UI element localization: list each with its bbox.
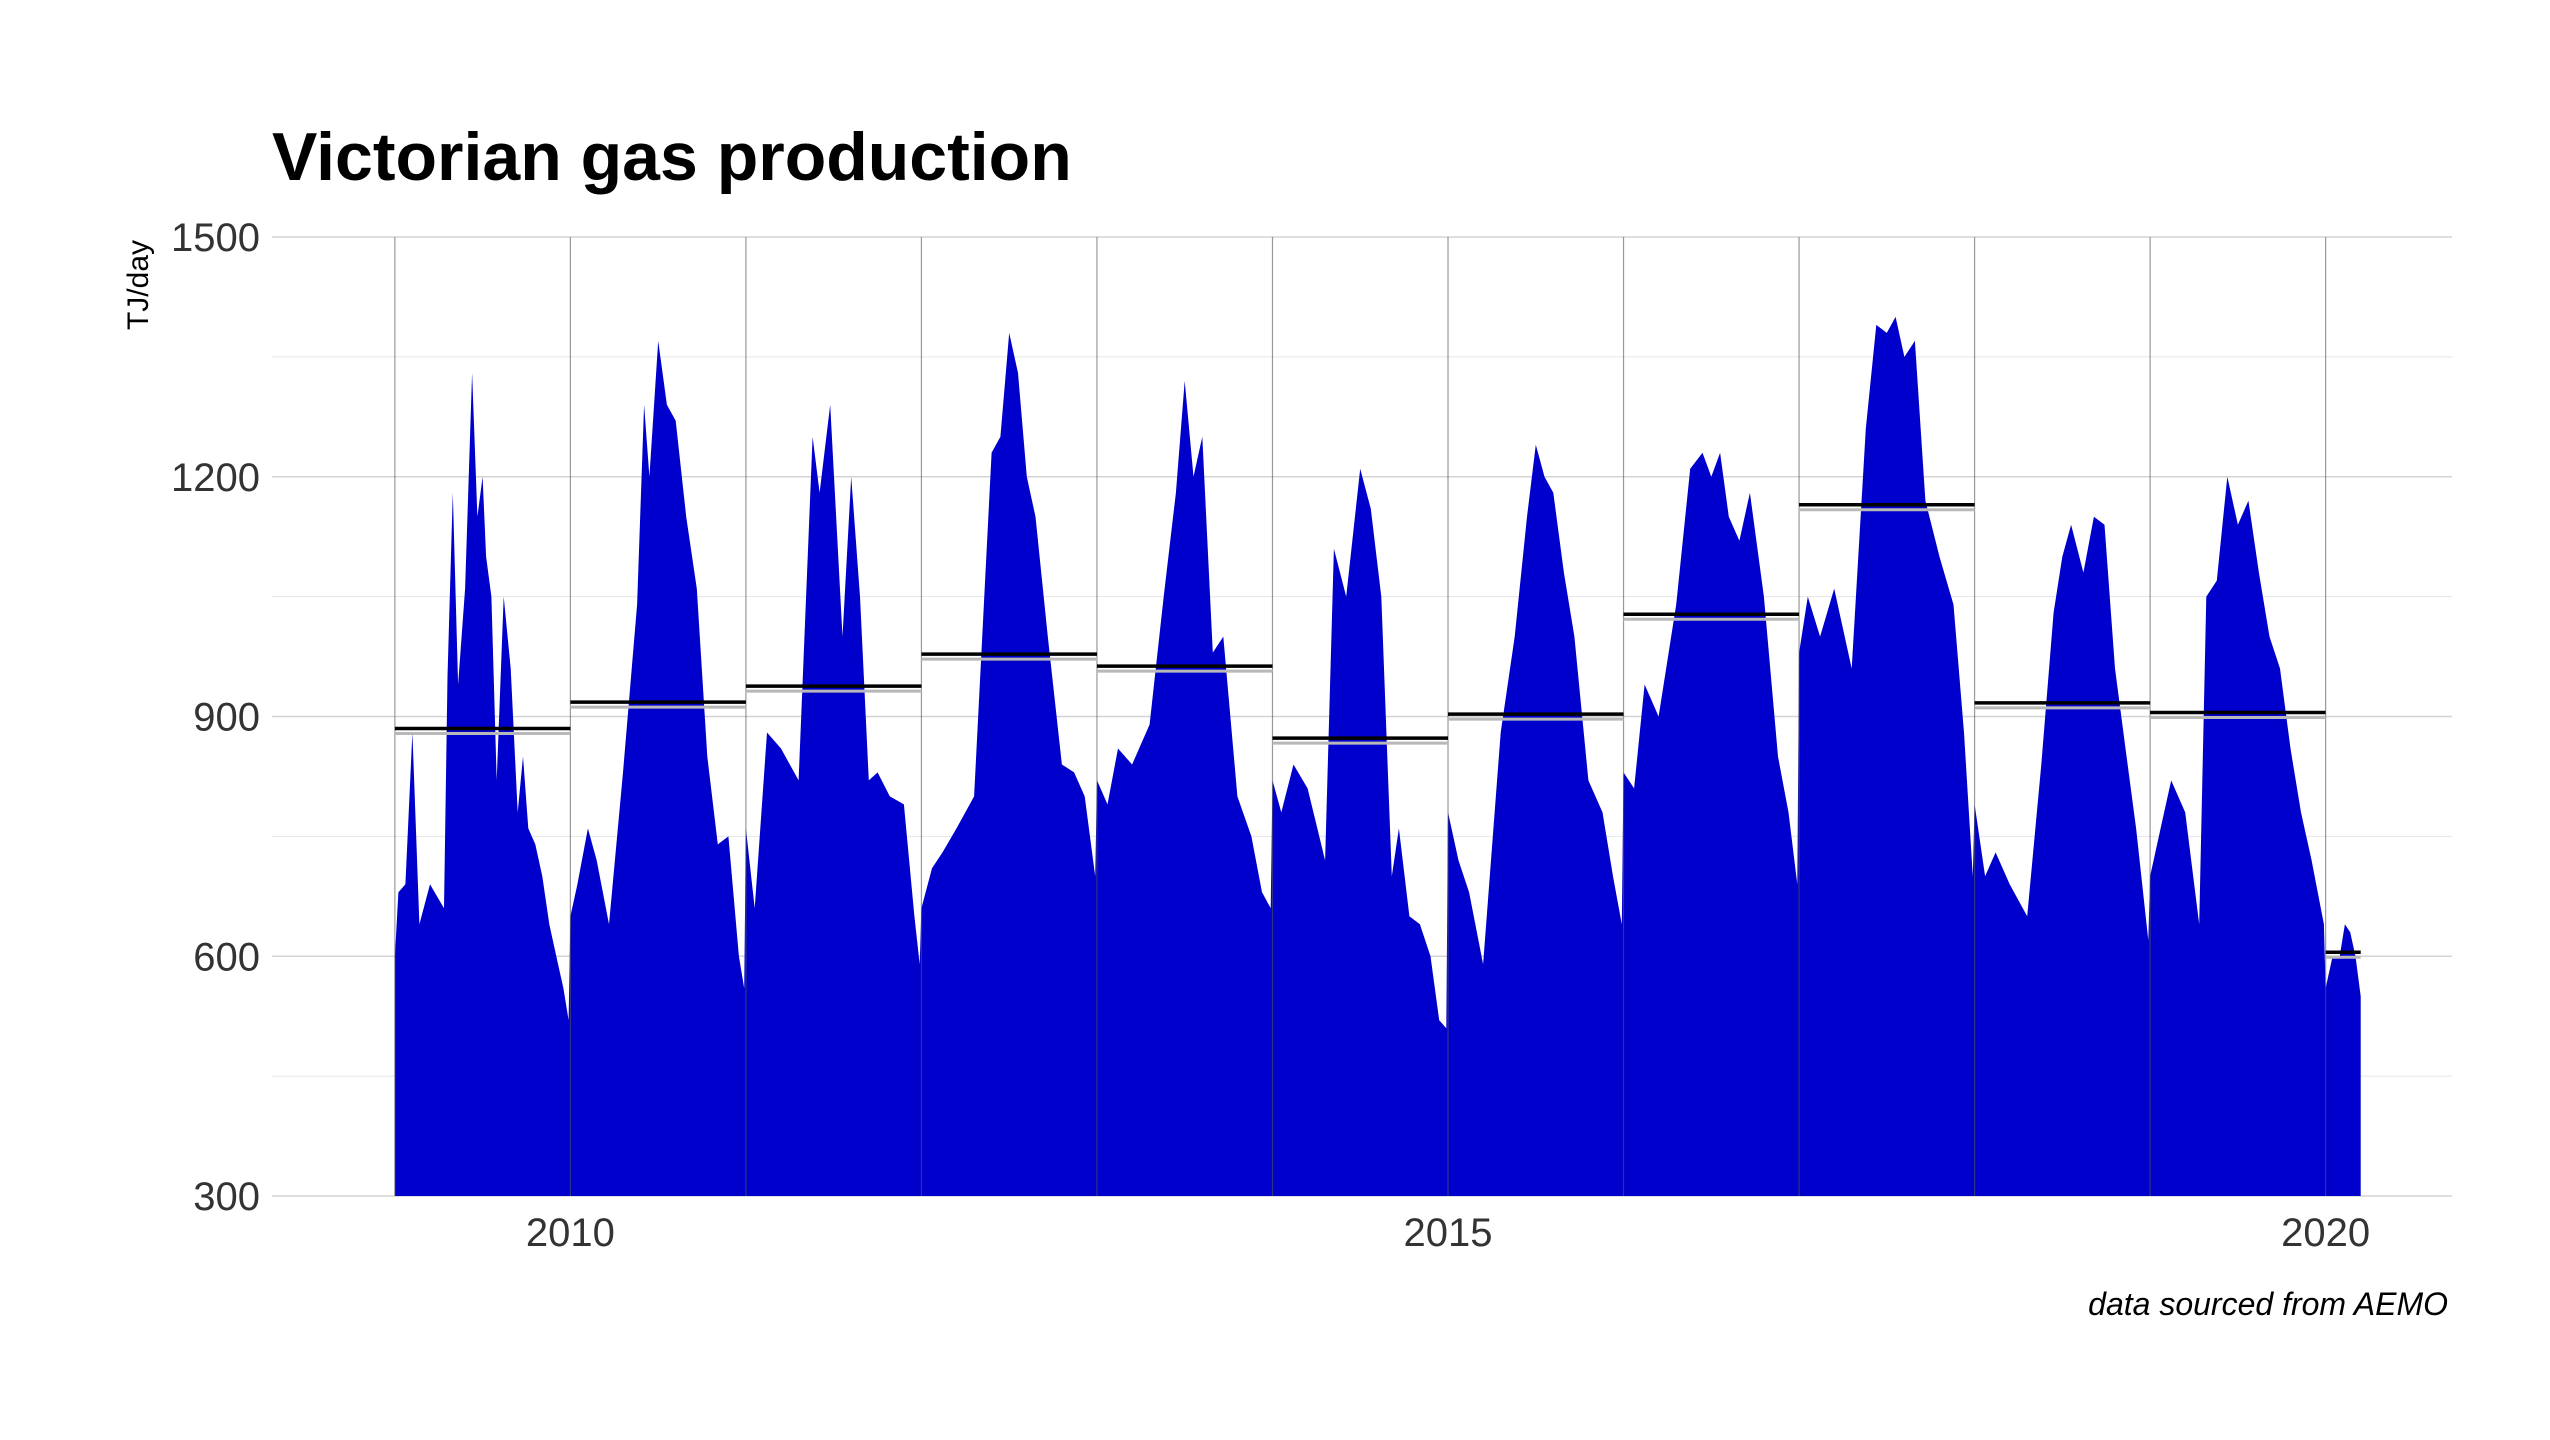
chart-caption: data sourced from AEMO (2088, 1286, 2448, 1322)
year-boundary-lines (394, 237, 2327, 1196)
y-tick-label: 300 (193, 1175, 260, 1219)
y-tick-label: 1500 (171, 216, 260, 260)
y-tick-label: 900 (193, 696, 260, 740)
y-tick-label: 600 (193, 935, 260, 979)
x-tick-label: 2015 (1404, 1211, 1493, 1255)
x-tick-label: 2010 (526, 1211, 615, 1255)
x-axis-ticks: 2010 2015 2020 (526, 1211, 2370, 1255)
y-axis-label: TJ/day (122, 240, 155, 330)
plot-area (394, 316, 2361, 1196)
x-tick-label: 2020 (2281, 1211, 2370, 1255)
annual-mean-lines (394, 502, 2361, 959)
y-tick-label: 1200 (171, 456, 260, 500)
production-area (394, 316, 2361, 1196)
chart-title: Victorian gas production (272, 119, 1072, 195)
y-axis-ticks: 300 600 900 1200 1500 (171, 216, 260, 1219)
